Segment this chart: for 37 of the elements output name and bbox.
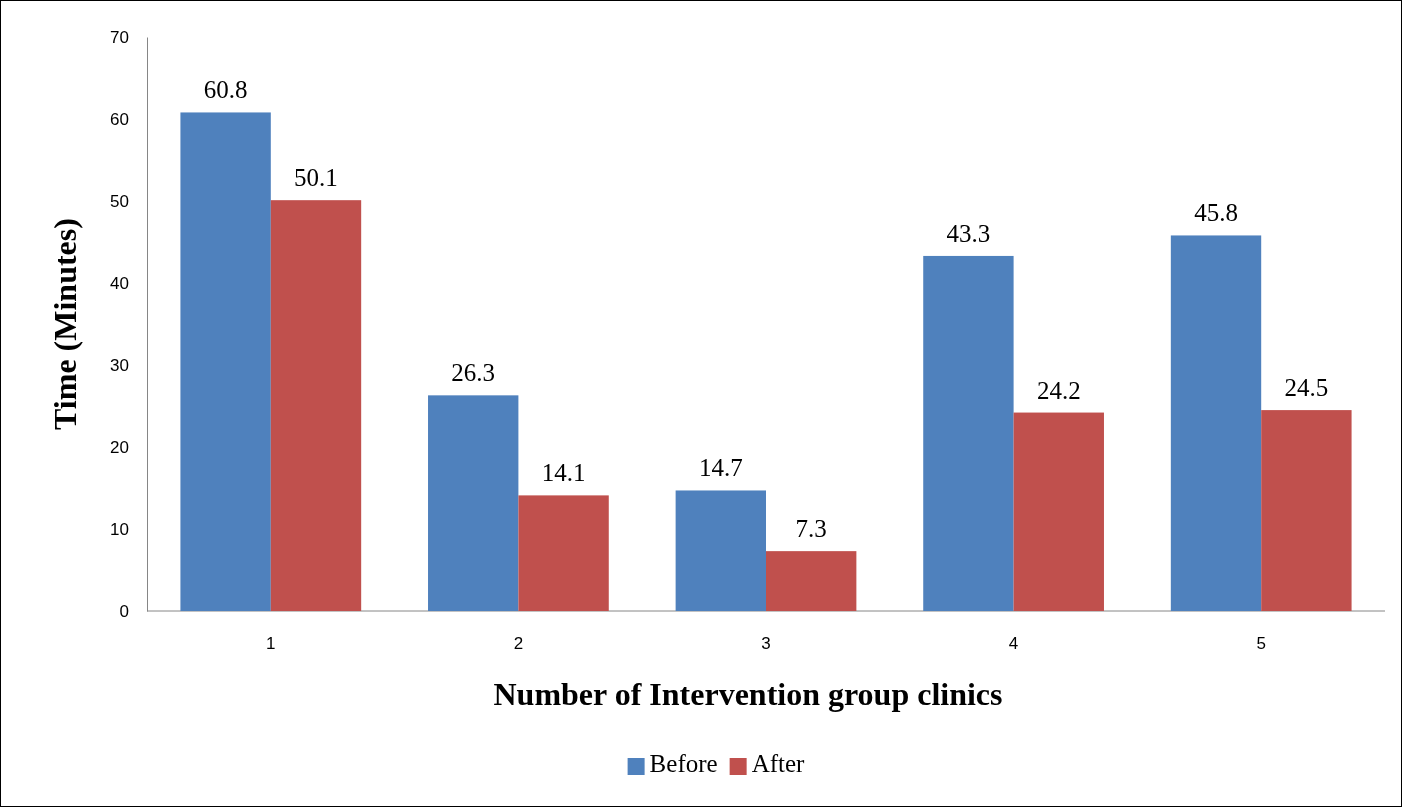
y-tick-label: 70: [110, 27, 129, 47]
legend-label: After: [751, 750, 806, 777]
y-tick-label: 50: [110, 191, 129, 211]
bar: [1261, 410, 1352, 611]
y-tick-label: 60: [110, 109, 129, 129]
data-label: 14.1: [541, 459, 586, 487]
bar: [1013, 412, 1104, 611]
bar: [675, 490, 766, 611]
x-tick-label: 2: [513, 634, 524, 654]
x-tick-label: 1: [266, 634, 276, 654]
x-tick-label: 5: [1256, 634, 1266, 654]
data-label: 7.3: [795, 515, 827, 543]
data-label: 45.8: [1194, 199, 1238, 227]
y-tick-label: 20: [110, 437, 129, 457]
data-label: 24.5: [1284, 374, 1329, 402]
bar: [428, 395, 519, 611]
bar: [1170, 235, 1262, 611]
data-label: 24.2: [1036, 376, 1081, 404]
data-label: 14.7: [698, 454, 743, 482]
y-tick-label: 40: [110, 273, 129, 293]
data-label: 60.8: [203, 76, 248, 104]
bar: [180, 112, 271, 611]
x-tick-label: 3: [761, 634, 771, 654]
data-label: 26.3: [451, 359, 496, 387]
bar: [923, 255, 1014, 611]
bar: [270, 200, 362, 611]
y-tick-label: 10: [110, 519, 129, 539]
bar: [518, 495, 609, 611]
y-tick-label: 30: [110, 355, 129, 375]
bar: [766, 551, 857, 611]
y-tick-label: 0: [119, 601, 129, 621]
legend-label: Before: [649, 750, 718, 777]
x-tick-label: 4: [1008, 634, 1019, 654]
data-label: 43.3: [946, 219, 991, 247]
y-axis-title: Time (Minutes): [47, 218, 83, 430]
data-label: 50.1: [294, 164, 338, 192]
x-axis-title: Number of Intervention group clinics: [493, 676, 1003, 712]
